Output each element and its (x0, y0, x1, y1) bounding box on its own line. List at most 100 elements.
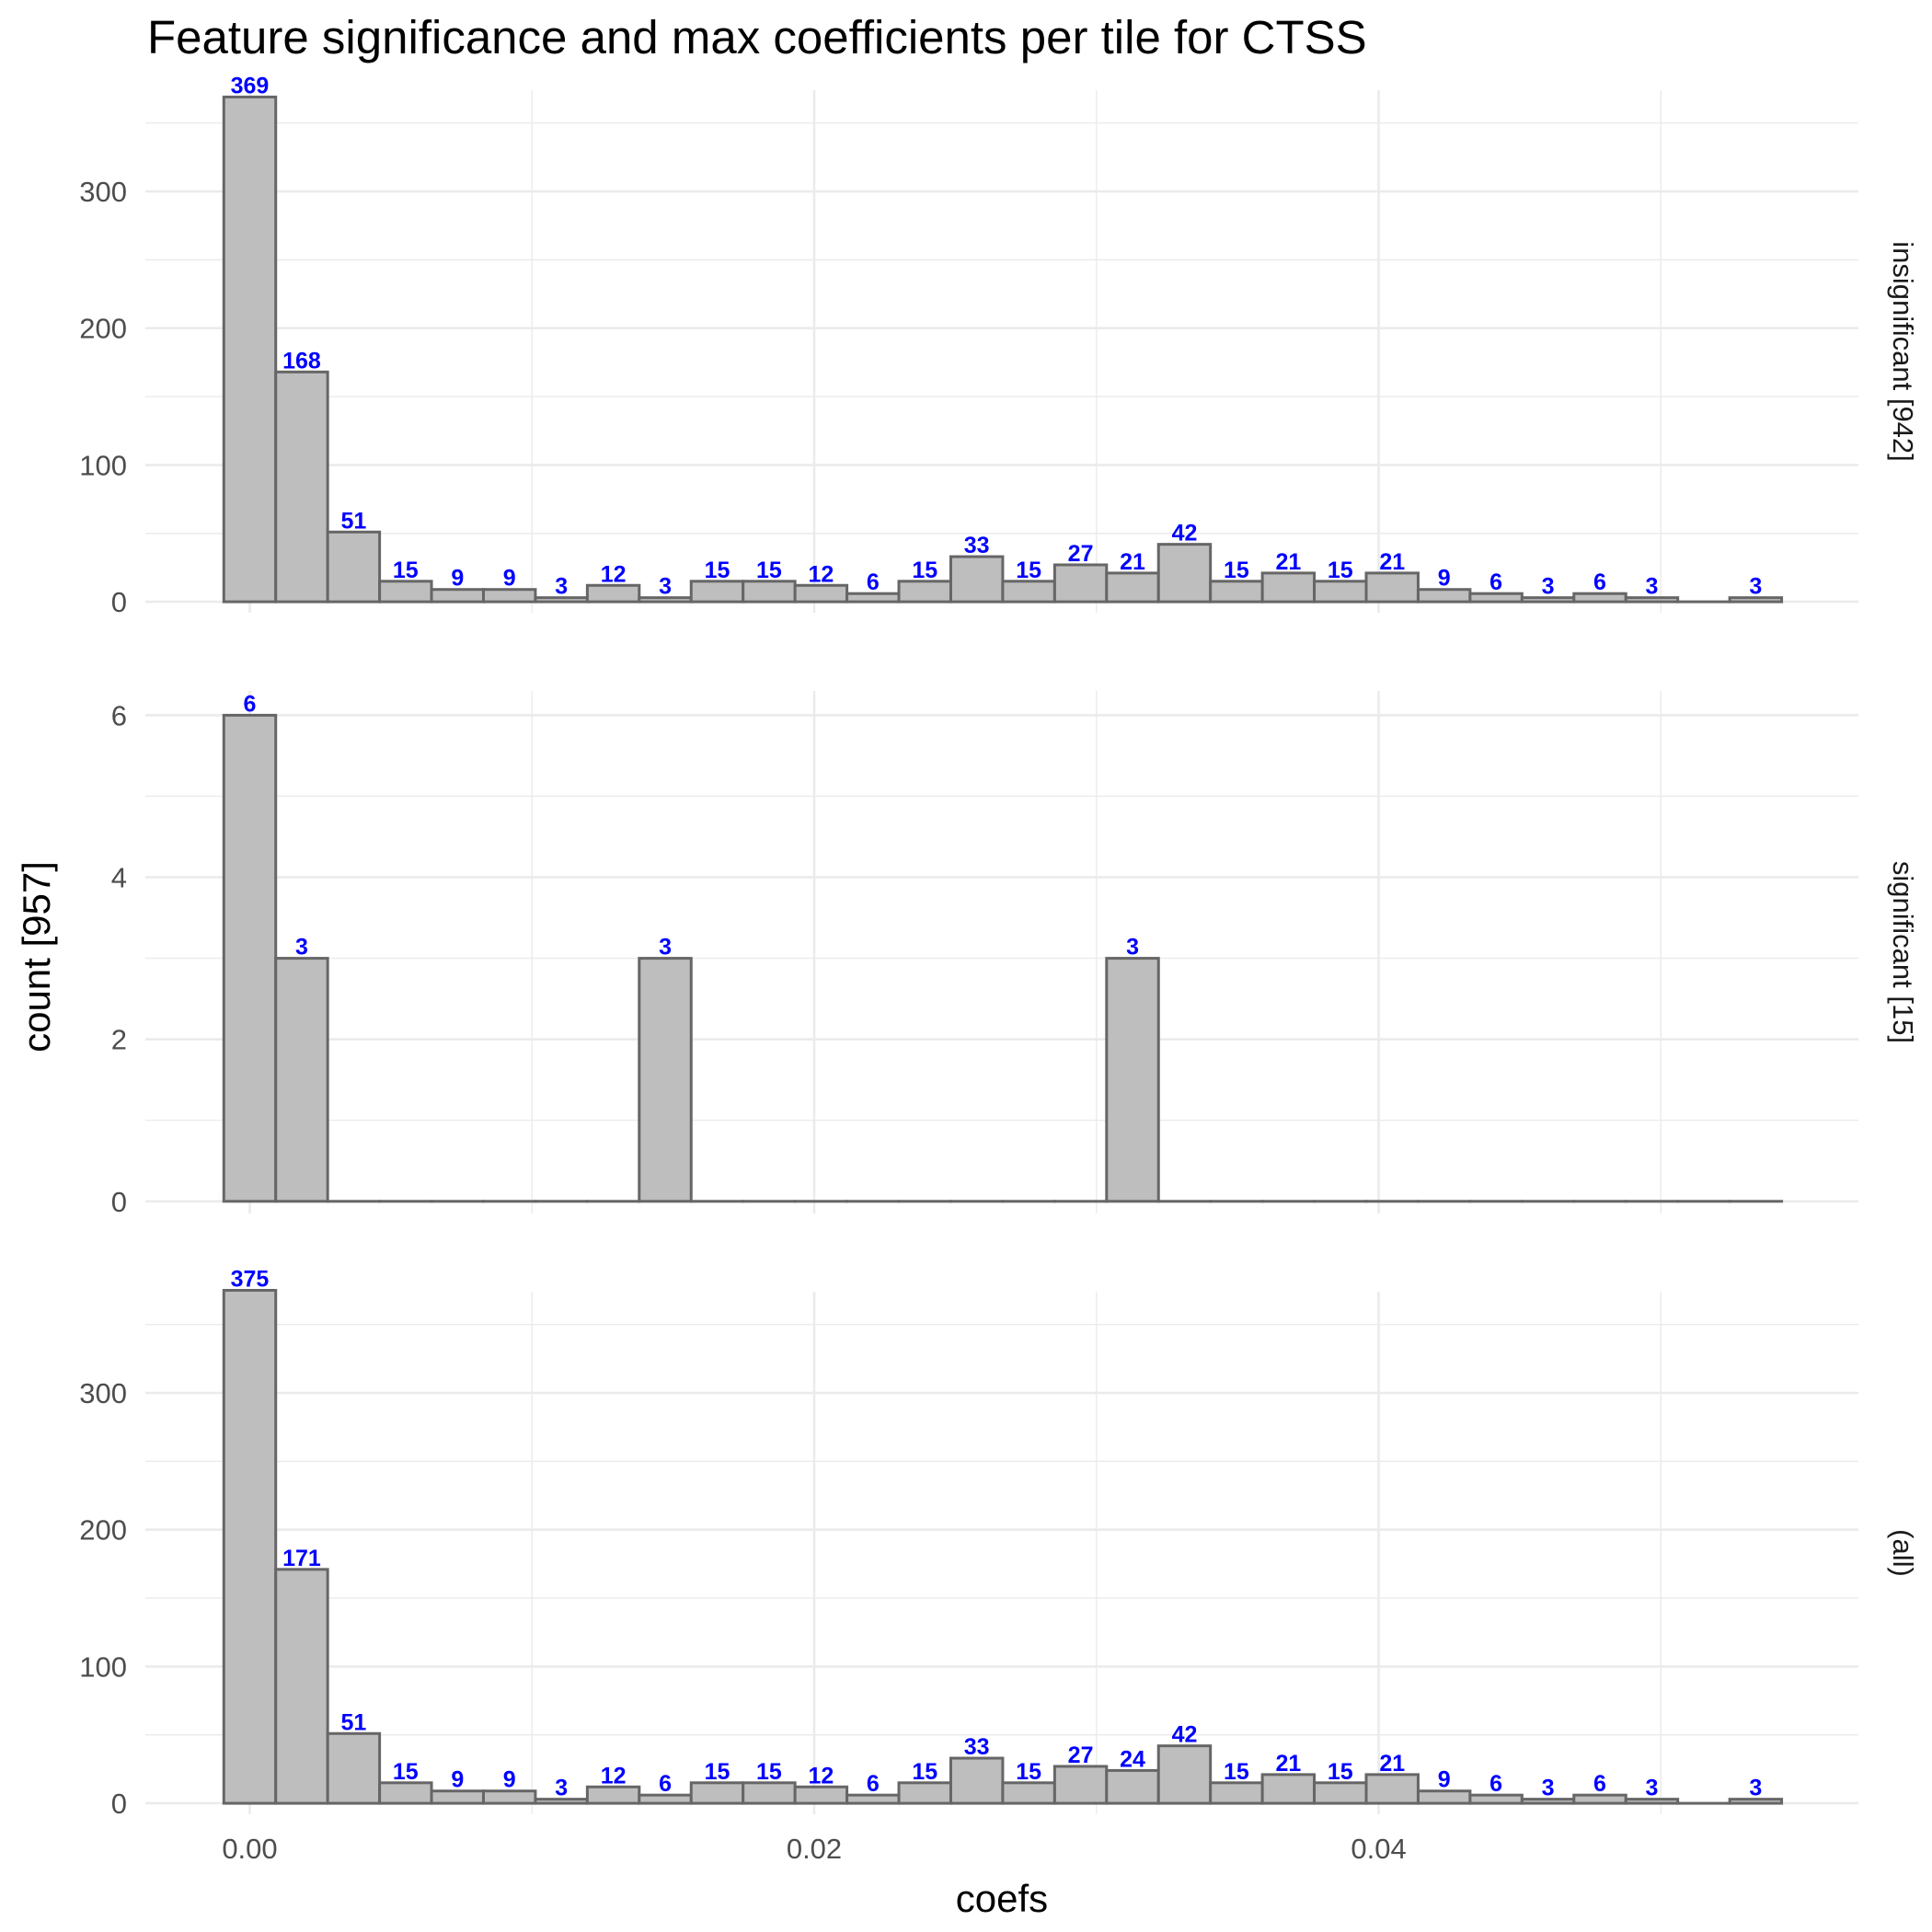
bar-count-label: 3 (295, 935, 308, 960)
histogram-bar (1209, 580, 1264, 604)
bar-count-label: 15 (1328, 1759, 1353, 1785)
histogram-bar (949, 555, 1005, 604)
bar-count-label: 3 (1749, 1776, 1762, 1801)
histogram-bar (326, 1731, 382, 1805)
panel-1: 0 2 4 6 6 3 3 3 significant [15] (111, 691, 1919, 1218)
histogram-bar (481, 1789, 537, 1805)
histogram-bar (222, 713, 278, 1203)
y-tick-label: 0 (111, 1788, 127, 1820)
bar-count-label: 15 (1224, 1759, 1249, 1785)
bar-count-label: 3 (659, 935, 672, 960)
x-tick-label: 0.04 (1351, 1833, 1406, 1865)
histogram-bar (1105, 957, 1160, 1203)
bar-count-label: 9 (451, 566, 464, 592)
bar-count-label: 12 (808, 1763, 834, 1788)
histogram-bar (689, 1781, 745, 1805)
bar-count-label: 6 (1593, 1771, 1606, 1797)
y-tick-label: 0 (111, 586, 127, 618)
histogram-bar (793, 583, 849, 604)
histogram-bar (222, 95, 278, 604)
histogram-bar (274, 370, 329, 604)
bar-count-label: 21 (1379, 549, 1405, 575)
bar-count-label: 12 (808, 561, 834, 587)
y-tick-label: 100 (79, 449, 127, 481)
bar-count-label: 15 (1328, 558, 1353, 583)
bar-count-label: 15 (912, 1759, 937, 1785)
histogram-bar (1313, 1781, 1368, 1805)
y-tick-label: 300 (79, 176, 127, 208)
histogram-bar (1156, 543, 1213, 604)
bar-count-label: 51 (340, 508, 366, 534)
bar-count-label: 27 (1068, 1742, 1094, 1768)
bar-count-label: 15 (756, 558, 782, 583)
bar-count-label: 9 (503, 1767, 516, 1793)
histogram-bar (897, 1781, 952, 1805)
bar-count-label: 3 (1126, 935, 1139, 960)
bar-count-label: 15 (705, 558, 730, 583)
histogram-bar (742, 580, 797, 604)
histogram-bar (1156, 1744, 1213, 1805)
histogram-bar (326, 530, 382, 604)
bar-count-label: 375 (231, 1267, 270, 1293)
bar-count-label: 15 (756, 1759, 782, 1785)
histogram-bar (1260, 1773, 1317, 1805)
histogram-bar (1624, 596, 1680, 604)
bar-count-label: 15 (393, 1759, 419, 1785)
bar-count-label: 15 (1016, 558, 1041, 583)
histogram-bar (1052, 563, 1109, 604)
bar-count-label: 12 (601, 1763, 627, 1788)
bar-count-label: 15 (705, 1759, 730, 1785)
histogram-bar (1001, 1781, 1056, 1805)
y-tick-label: 100 (79, 1650, 127, 1683)
y-tick-label: 200 (79, 1514, 127, 1547)
bar-count-label: 168 (282, 348, 321, 374)
bar-count-label: 51 (340, 1709, 366, 1735)
histogram-bar (1001, 580, 1056, 604)
bar-count-label: 33 (964, 533, 990, 558)
bar-count-label: 15 (1224, 558, 1249, 583)
bar-count-label: 33 (964, 1734, 990, 1760)
histogram-bar (1105, 1768, 1160, 1805)
histogram-bar (585, 1785, 641, 1805)
bar-count-label: 6 (867, 569, 880, 595)
histogram-bar (274, 957, 329, 1203)
bar-count-label: 21 (1120, 549, 1145, 575)
histogram-bar (1260, 571, 1317, 604)
bar-count-label: 3 (659, 574, 672, 600)
bar-count-label: 3 (1646, 574, 1659, 600)
bar-count-label: 42 (1172, 521, 1198, 546)
bar-count-label: 42 (1172, 1722, 1198, 1748)
histogram-bar (1052, 1765, 1109, 1805)
bar-count-label: 6 (1593, 569, 1606, 595)
bar-count-label: 3 (1749, 574, 1762, 600)
bar-count-label: 24 (1120, 1746, 1145, 1772)
facet-strip-label: (all) (1887, 1529, 1919, 1577)
bar-count-label: 9 (503, 566, 516, 592)
bar-count-label: 3 (555, 574, 568, 600)
histogram-bar (949, 1756, 1005, 1805)
x-tick-label: 0.00 (222, 1833, 277, 1865)
x-tick-label: 0.02 (787, 1833, 842, 1865)
bar-count-label: 6 (867, 1771, 880, 1797)
y-tick-label: 200 (79, 313, 127, 345)
histogram-bar (585, 583, 641, 604)
bar-count-label: 21 (1379, 1751, 1405, 1777)
histogram-bar (1364, 571, 1420, 604)
histogram-bar (1364, 1773, 1420, 1805)
bar-count-label: 3 (555, 1776, 568, 1801)
bar-count-label: 3 (1646, 1776, 1659, 1801)
histogram-bar (1105, 571, 1160, 604)
histogram-bar (793, 1785, 849, 1805)
bar-count-label: 9 (451, 1767, 464, 1793)
bar-count-label: 3 (1542, 574, 1555, 600)
bar-count-label: 21 (1275, 549, 1301, 575)
histogram-bar (742, 1781, 797, 1805)
y-tick-label: 300 (79, 1377, 127, 1409)
histogram-bar (1209, 1781, 1264, 1805)
bar-count-label: 369 (231, 73, 270, 98)
bar-count-label: 6 (1489, 569, 1502, 595)
chart-title: Feature significance and max coefficient… (147, 11, 1367, 63)
